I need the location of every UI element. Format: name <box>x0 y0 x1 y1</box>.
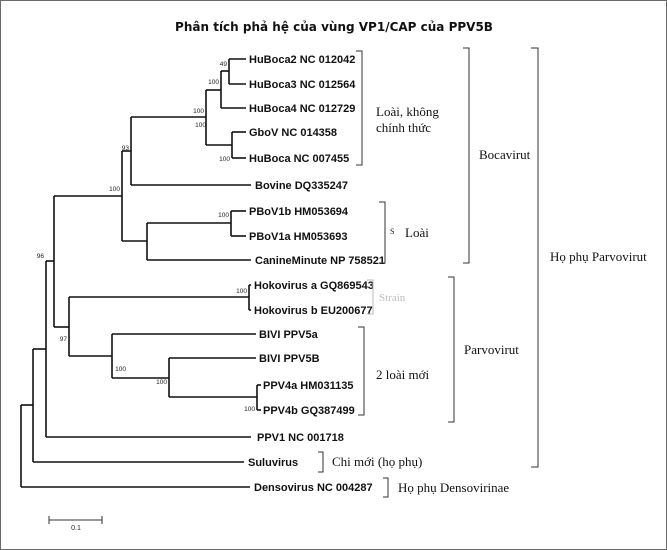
label-unofficial-species-2: chính thức <box>376 120 431 135</box>
bootstrap-nboca: 100 <box>109 186 120 193</box>
bootstrap-npb: 100 <box>218 212 229 219</box>
bracket-species <box>379 202 385 263</box>
leaf-gbov: GboV NC 014358 <box>249 127 337 139</box>
leaf-huboca: HuBoca NC 007455 <box>249 153 349 165</box>
leaf-ppv4a: PPV4a HM031135 <box>263 380 354 392</box>
bootstrap-npar: 97 <box>60 336 68 343</box>
label-species-mark: S <box>390 227 394 236</box>
label-new-species: 2 loài mới <box>376 367 429 382</box>
bracket-new-species <box>358 327 364 415</box>
bracket-unofficial-species <box>356 51 362 165</box>
bracket-bocavirut <box>463 48 469 263</box>
bootstrap-nppv4: 100 <box>244 406 255 413</box>
leaf-labels: HuBoca2 NC 012042 HuBoca3 NC 012564 HuBo… <box>248 54 385 494</box>
leaf-huboca3: HuBoca3 NC 012564 <box>249 79 356 91</box>
leaf-bivi-ppv5a: BIVI PPV5a <box>259 329 319 341</box>
bracket-parvovirut <box>448 277 454 422</box>
label-strain: Strain <box>379 292 406 304</box>
bootstrap-npv: 96 <box>37 253 45 260</box>
leaf-bovine: Bovine DQ335247 <box>255 180 348 192</box>
scale-bar: 0.1 <box>49 516 102 532</box>
bracket-new-genus <box>318 452 323 472</box>
label-bocavirut: Bocavirut <box>479 147 531 162</box>
leaf-pbov1b: PBoV1b HM053694 <box>249 206 349 218</box>
bootstrap-n23: 49 <box>220 61 228 68</box>
leaf-bivi-ppv5b: BIVI PPV5B <box>259 353 320 365</box>
bracket-parvovirinae <box>531 48 538 467</box>
bootstrap-nh: 100 <box>193 108 204 115</box>
label-unofficial-species-1: Loài, không <box>376 104 439 119</box>
label-parvovirut: Parvovirut <box>464 342 519 357</box>
leaf-densovirus: Densovirus NC 004287 <box>254 482 373 494</box>
leaf-hokovirus-a: Hokovirus a GQ869543 <box>254 280 374 292</box>
label-densovirinae: Họ phụ Densovirinae <box>398 480 509 495</box>
leaf-huboca2: HuBoca2 NC 012042 <box>249 54 355 66</box>
label-species: Loài <box>405 225 429 240</box>
bootstrap-npv5: 100 <box>115 366 126 373</box>
tree-branches <box>21 59 261 487</box>
bootstrap-nhb: 100 <box>195 122 206 129</box>
label-new-genus: Chi mới (họ phụ) <box>332 454 422 469</box>
bootstrap-nhoko: 100 <box>236 288 247 295</box>
bootstrap-values: 49 100 100 100 100 93 100 100 100 100 10… <box>37 61 256 413</box>
bootstrap-npv5b: 100 <box>156 379 167 386</box>
leaf-ppv1: PPV1 NC 001718 <box>257 432 344 444</box>
bootstrap-n234: 100 <box>208 79 219 86</box>
leaf-canine: CanineMinute NP 758521 <box>255 255 385 267</box>
clade-brackets: Loài, không chính thức S Loài Strain 2 l… <box>318 48 647 497</box>
leaf-huboca4: HuBoca4 NC 012729 <box>249 103 355 115</box>
leaf-pbov1a: PBoV1a HM053693 <box>249 231 347 243</box>
figure-title: Phân tích phả hệ của vùng VP1/CAP của PP… <box>175 20 493 34</box>
bootstrap-nhbb: 93 <box>122 145 130 152</box>
label-parvovirinae: Họ phụ Parvovirut <box>550 249 647 264</box>
scale-bar-label: 0.1 <box>71 525 81 532</box>
bracket-densovirinae <box>383 478 388 497</box>
leaf-ppv4b: PPV4b GQ387499 <box>263 405 355 417</box>
bootstrap-n5: 100 <box>219 156 230 163</box>
leaf-suluvirus: Suluvirus <box>248 457 298 469</box>
leaf-hokovirus-b: Hokovirus b EU200677 <box>254 305 373 317</box>
